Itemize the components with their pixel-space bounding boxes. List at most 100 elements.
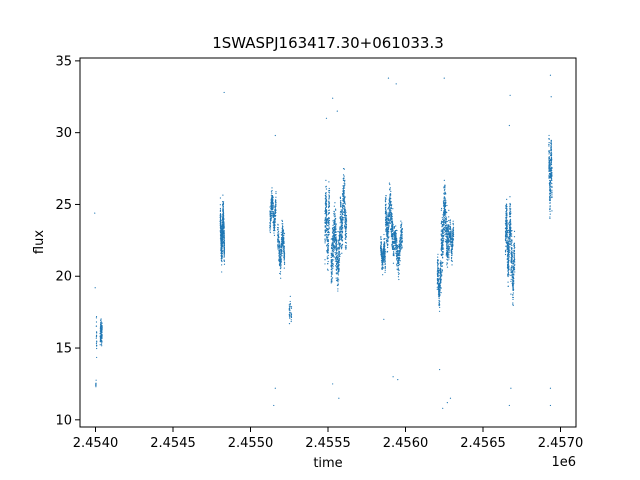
data-point (280, 264, 282, 266)
data-point (270, 218, 272, 220)
data-point (100, 319, 102, 321)
data-point (397, 245, 399, 248)
x-tick-label: 2.4570 (538, 436, 584, 451)
data-point (443, 192, 445, 194)
data-point (279, 272, 281, 275)
data-point (219, 215, 222, 217)
data-point (331, 251, 333, 253)
data-point (222, 224, 224, 226)
data-point (438, 298, 440, 300)
data-point (400, 224, 402, 226)
data-point (391, 237, 393, 239)
data-point (389, 198, 391, 200)
data-point (384, 207, 387, 209)
data-point (443, 210, 445, 213)
data-point (328, 228, 330, 230)
data-point (94, 212, 96, 214)
data-point (440, 240, 442, 242)
data-point (384, 261, 386, 264)
data-point (446, 248, 448, 250)
data-point (439, 267, 442, 269)
data-point (401, 236, 403, 238)
data-point (220, 248, 223, 251)
data-point (551, 196, 553, 199)
data-point (344, 234, 346, 236)
data-point (324, 240, 326, 242)
data-point (219, 238, 222, 240)
data-point (505, 203, 508, 205)
data-point (400, 229, 403, 231)
data-point (389, 201, 391, 203)
data-point (505, 218, 507, 220)
data-point (222, 218, 225, 220)
data-point (505, 242, 508, 244)
data-point (342, 167, 345, 170)
data-point (341, 194, 344, 196)
data-point (289, 303, 291, 305)
data-point (443, 179, 445, 181)
data-point (338, 244, 340, 246)
data-point (504, 230, 507, 233)
data-point (223, 215, 225, 217)
data-point (440, 292, 442, 294)
data-point (448, 254, 450, 256)
data-point (444, 192, 446, 194)
data-point (340, 227, 342, 229)
data-point (389, 208, 392, 210)
data-point (444, 219, 446, 221)
data-point (509, 241, 512, 243)
data-point (513, 265, 515, 267)
data-point (505, 236, 507, 238)
data-point (335, 269, 338, 271)
data-point (447, 226, 449, 229)
data-point (388, 202, 390, 204)
data-point (380, 247, 382, 250)
data-point (442, 201, 445, 204)
data-point (220, 240, 223, 242)
data-point (342, 211, 344, 213)
data-point (277, 231, 280, 233)
data-point (220, 237, 222, 239)
data-point (439, 277, 441, 279)
data-point (340, 219, 342, 221)
data-point (512, 287, 514, 289)
data-point (339, 202, 342, 204)
data-point (442, 232, 444, 234)
data-point (270, 205, 272, 207)
data-point (506, 206, 508, 208)
data-point (283, 248, 285, 250)
data-point (220, 241, 222, 243)
data-point (549, 170, 551, 172)
data-point (337, 273, 339, 275)
data-point (271, 199, 274, 201)
data-point (325, 226, 327, 228)
data-point (508, 265, 510, 267)
data-point (335, 277, 337, 279)
data-point (342, 204, 344, 206)
data-point (273, 217, 275, 220)
data-point (394, 236, 396, 238)
data-point (326, 230, 328, 232)
data-point (341, 214, 343, 216)
data-point (446, 220, 448, 223)
data-point (391, 218, 393, 220)
data-point (389, 222, 391, 224)
data-point (439, 274, 441, 277)
data-point (221, 233, 223, 235)
data-point (507, 254, 509, 256)
data-point (270, 191, 273, 193)
data-point (551, 193, 553, 195)
data-point (278, 253, 280, 255)
data-point (548, 164, 551, 167)
data-point (398, 272, 400, 275)
x-tick-label: 2.4550 (228, 436, 274, 451)
data-point (325, 211, 328, 214)
data-point (506, 236, 508, 238)
data-point (335, 268, 337, 270)
data-point (451, 254, 453, 257)
data-point (271, 195, 273, 197)
data-point (451, 252, 453, 254)
data-point (283, 254, 286, 256)
data-point (395, 83, 397, 85)
data-point (326, 238, 328, 241)
